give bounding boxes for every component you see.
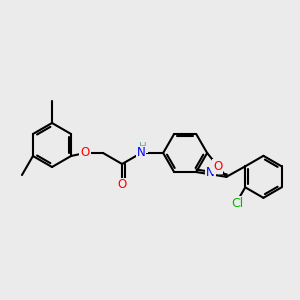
Text: N: N bbox=[137, 146, 146, 160]
Text: O: O bbox=[213, 160, 222, 173]
Text: O: O bbox=[80, 146, 90, 160]
Text: N: N bbox=[206, 166, 215, 179]
Text: Cl: Cl bbox=[231, 197, 243, 210]
Text: O: O bbox=[118, 178, 127, 191]
Text: H: H bbox=[139, 142, 147, 152]
